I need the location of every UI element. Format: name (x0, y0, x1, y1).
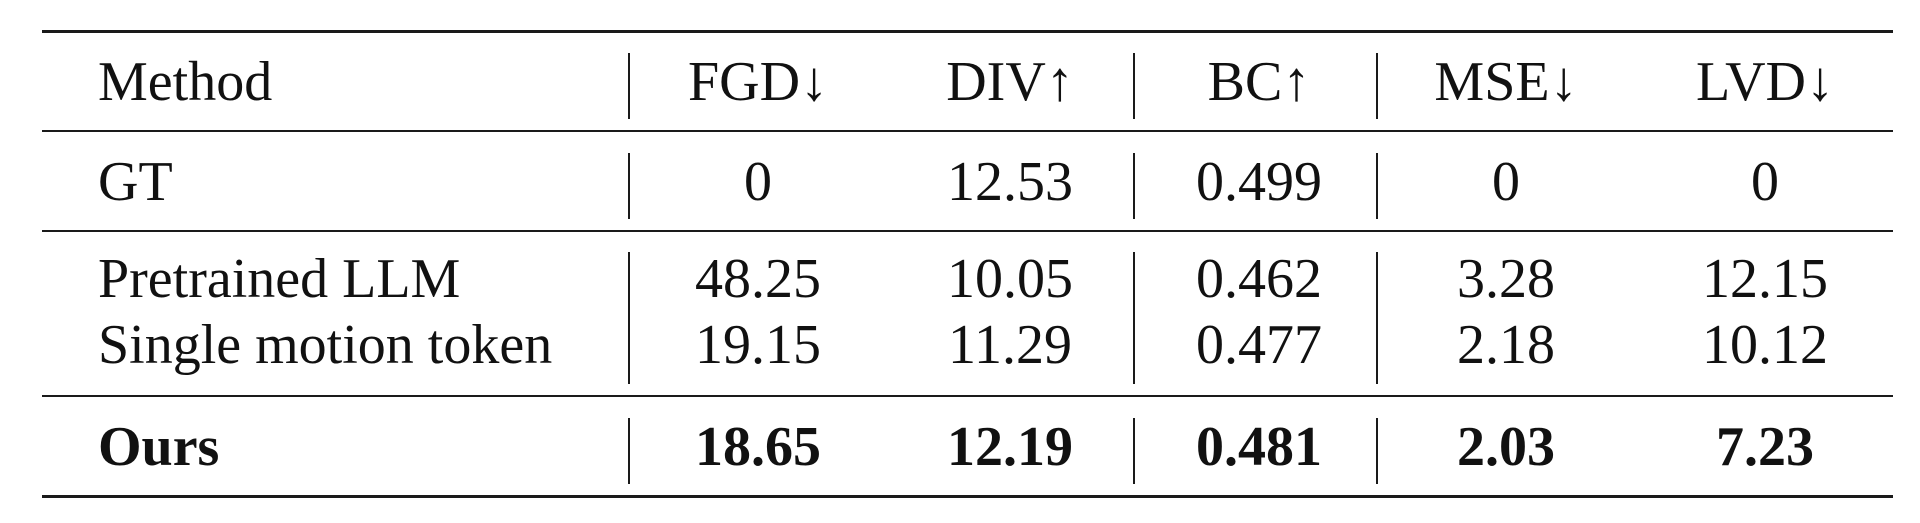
lvd-cell: 10.12 (1702, 314, 1828, 376)
div-cell: 11.29 (948, 314, 1072, 376)
bc-cell: 0.477 (1196, 314, 1322, 376)
column-separator (1133, 53, 1135, 119)
column-separator (1133, 153, 1135, 219)
mse-cell: 0 (1492, 151, 1520, 213)
method-cell: Single motion token (98, 314, 553, 376)
method-cell: Pretrained LLM (98, 248, 461, 310)
div-cell: 12.19 (947, 416, 1073, 478)
header-mse: MSE↓ (1434, 51, 1578, 113)
bc-cell: 0.499 (1196, 151, 1322, 213)
method-cell: GT (98, 151, 173, 213)
column-separator (1133, 418, 1135, 484)
header-rule (42, 130, 1893, 132)
column-separator (628, 153, 630, 219)
lvd-cell: 0 (1751, 151, 1779, 213)
header-method: Method (98, 51, 273, 113)
fgd-cell: 0 (744, 151, 772, 213)
header-fgd: FGD↓ (687, 51, 829, 113)
column-separator (628, 418, 630, 484)
column-separator (1376, 418, 1378, 484)
column-separator (1376, 53, 1378, 119)
header-lvd: LVD↓ (1696, 51, 1834, 113)
gt-rule (42, 230, 1893, 232)
column-separator (628, 252, 630, 384)
mse-cell: 2.03 (1457, 416, 1555, 478)
header-bc: BC↑ (1207, 51, 1311, 113)
div-cell: 12.53 (947, 151, 1073, 213)
column-separator (1376, 153, 1378, 219)
lvd-cell: 7.23 (1716, 416, 1814, 478)
fgd-cell: 18.65 (695, 416, 821, 478)
div-cell: 10.05 (947, 248, 1073, 310)
header-div: DIV↑ (946, 51, 1074, 113)
bc-cell: 0.481 (1196, 416, 1322, 478)
method-cell: Ours (98, 416, 220, 478)
fgd-cell: 19.15 (695, 314, 821, 376)
column-separator (628, 53, 630, 119)
mse-cell: 3.28 (1457, 248, 1555, 310)
mse-cell: 2.18 (1457, 314, 1555, 376)
baselines-rule (42, 395, 1893, 397)
bottom-rule (42, 495, 1893, 498)
top-rule (42, 30, 1893, 33)
fgd-cell: 48.25 (695, 248, 821, 310)
bc-cell: 0.462 (1196, 248, 1322, 310)
column-separator (1376, 252, 1378, 384)
column-separator (1133, 252, 1135, 384)
lvd-cell: 12.15 (1702, 248, 1828, 310)
